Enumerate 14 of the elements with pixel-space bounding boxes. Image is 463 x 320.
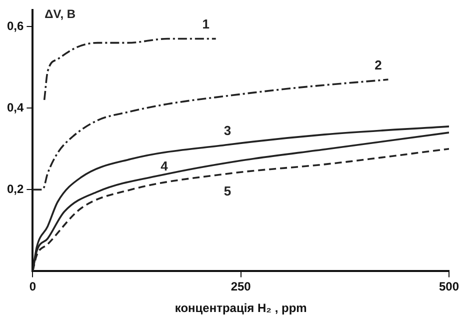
- y-tick-label: 0,2: [6, 182, 24, 196]
- series-label: 5: [224, 184, 232, 199]
- line-series: [43, 38, 217, 101]
- x-axis-title: концентрація H₂ , ppm: [174, 301, 307, 316]
- y-tick-label: 0,6: [6, 18, 24, 33]
- series-label: 3: [224, 122, 232, 138]
- series-label: 4: [160, 158, 169, 174]
- y-axis-title: ΔV, B: [44, 7, 76, 22]
- x-tick-label: 250: [230, 280, 252, 294]
- series-label: 1: [202, 16, 210, 32]
- y-tick-label: 0,4: [6, 100, 24, 114]
- x-tick-label: 0: [29, 280, 36, 294]
- series-label: 2: [374, 58, 382, 73]
- x-tick-label: 500: [438, 280, 460, 294]
